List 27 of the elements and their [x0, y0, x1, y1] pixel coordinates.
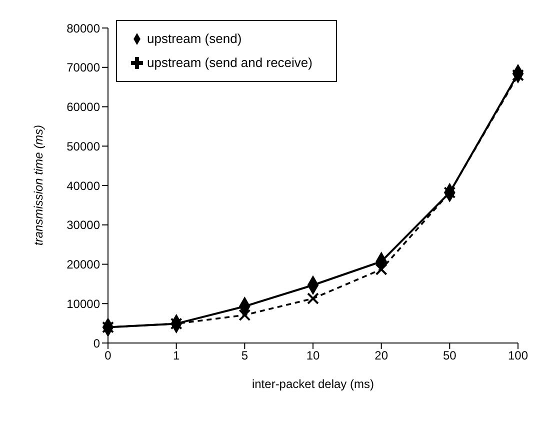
y-tick-label: 40000 — [66, 178, 100, 193]
x-tick-label: 0 — [104, 348, 112, 363]
x-tick-label: 100 — [508, 348, 528, 363]
x-tick-label: 5 — [241, 348, 248, 363]
y-axis-title: transmission time (ms) — [31, 124, 46, 246]
point — [307, 292, 319, 305]
point — [444, 186, 456, 199]
point — [170, 318, 182, 330]
y-tick-label: 80000 — [66, 21, 100, 36]
y-tick-label: 50000 — [66, 139, 100, 154]
x-tick-label: 10 — [306, 348, 320, 363]
point — [238, 309, 251, 322]
y-tick-label: 0 — [93, 336, 100, 350]
point — [375, 263, 388, 276]
legend-label: upstream (send and receive) — [147, 55, 312, 70]
y-tick-label: 30000 — [66, 218, 100, 232]
y-tick-label: 70000 — [66, 60, 100, 75]
y-tick-label: 10000 — [66, 296, 100, 311]
x-tick-label: 1 — [172, 348, 180, 363]
x-tick-label: 50 — [442, 348, 457, 363]
point — [512, 69, 524, 82]
x-tick-label: 20 — [374, 348, 388, 363]
point — [102, 321, 114, 334]
legend-label: upstream (send) — [147, 31, 242, 46]
y-tick-label: 20000 — [66, 258, 100, 272]
x-axis-title: inter-packet delay (ms) — [252, 377, 374, 391]
y-tick-label: 60000 — [66, 100, 100, 114]
